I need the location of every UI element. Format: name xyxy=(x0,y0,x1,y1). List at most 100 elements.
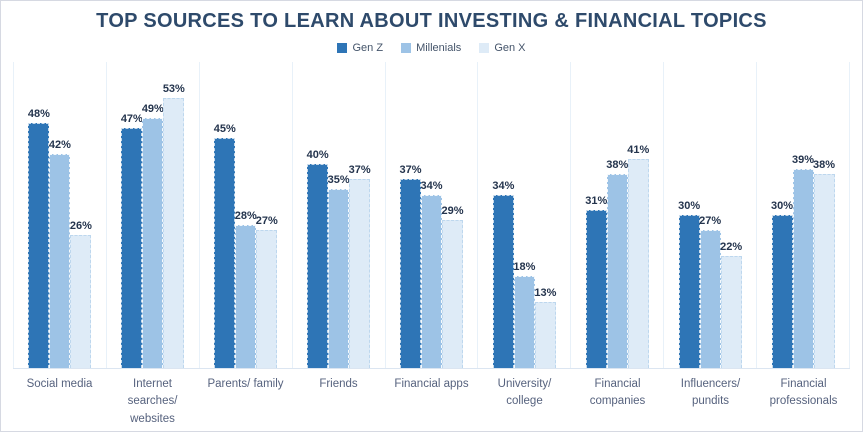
bar-segment xyxy=(163,98,185,368)
bar-value-label: 39% xyxy=(792,154,815,166)
category-group: 47% 49% 53% xyxy=(105,62,199,368)
bar-wrap: 18% xyxy=(513,62,536,368)
category-group: 31% 38% 41% xyxy=(570,62,663,368)
bar-value-label: 30% xyxy=(678,200,701,212)
legend-label: Gen Z xyxy=(352,42,384,54)
category-label: Influencers/ pundits xyxy=(680,378,741,408)
bar-wrap: 42% xyxy=(48,62,71,368)
category-label: University/ college xyxy=(497,378,552,408)
legend-item: Gen X xyxy=(479,42,526,54)
category-group: 37% 34% 29% xyxy=(384,62,478,368)
bar-value-label: 42% xyxy=(48,139,71,151)
bar-wrap: 13% xyxy=(534,62,557,368)
bar-segment xyxy=(699,230,721,368)
bar-segment xyxy=(256,230,278,368)
bar-wrap: 39% xyxy=(792,62,815,368)
category-group: 30% 27% 22% xyxy=(663,62,756,368)
bar-value-label: 13% xyxy=(534,287,557,299)
bar-segment xyxy=(492,195,514,368)
bar-value-label: 31% xyxy=(585,195,608,207)
category-label: Parents/ family xyxy=(207,378,284,390)
category-label: Financial companies xyxy=(589,378,646,408)
legend-swatch-icon xyxy=(337,43,348,53)
bar-segment xyxy=(214,138,236,368)
legend-swatch-icon xyxy=(479,43,490,53)
bar-value-label: 35% xyxy=(327,174,350,186)
bar-segment xyxy=(792,169,814,368)
bar-value-label: 37% xyxy=(399,164,422,176)
bar-wrap: 49% xyxy=(141,62,164,368)
bar-value-label: 48% xyxy=(27,108,50,120)
bar-segment xyxy=(400,179,421,368)
bar-wrap: 40% xyxy=(306,62,329,368)
bar-wrap: 35% xyxy=(327,62,350,368)
bar-value-label: 53% xyxy=(162,83,185,95)
bar-value-label: 38% xyxy=(813,159,836,171)
bar-wrap: 30% xyxy=(771,62,794,368)
bar-wrap: 29% xyxy=(441,62,464,368)
bar-segment xyxy=(678,215,700,368)
chart-legend: Gen Z Millenials Gen X xyxy=(1,40,862,56)
bar-segment xyxy=(813,174,835,368)
bar-wrap: 45% xyxy=(213,62,236,368)
bar-segment xyxy=(142,118,164,368)
category-group: 48% 42% 26% xyxy=(13,62,106,368)
bar-segment xyxy=(421,195,442,368)
bar-value-label: 38% xyxy=(606,159,629,171)
bar-wrap: 28% xyxy=(234,62,257,368)
bar-wrap: 34% xyxy=(492,62,515,368)
category-group: 40% 35% 37% xyxy=(291,62,385,368)
plot-area: 48% 42% 26% 47% 49% 53% 45% 28% 27% 40% 35% 37% 37% 3… xyxy=(13,62,851,369)
legend-swatch-icon xyxy=(401,43,412,53)
bar-value-label: 22% xyxy=(720,241,743,253)
legend-label: Gen X xyxy=(494,42,526,54)
bar-wrap: 37% xyxy=(399,62,422,368)
bar-value-label: 27% xyxy=(255,215,278,227)
bar-value-label: 30% xyxy=(771,200,794,212)
category-label: Internet searches/ websites xyxy=(127,378,178,425)
category-label: Financial professionals xyxy=(769,378,838,408)
bar-value-label: 49% xyxy=(141,103,164,115)
bar-segment xyxy=(606,174,628,368)
bar-value-label: 34% xyxy=(492,180,515,192)
bar-wrap: 37% xyxy=(349,62,371,368)
bar-value-label: 45% xyxy=(213,123,236,135)
bar-value-label: 41% xyxy=(627,144,650,156)
bar-segment xyxy=(235,225,257,368)
bar-wrap: 38% xyxy=(813,62,836,368)
bar-segment xyxy=(585,210,607,368)
legend-item: Gen Z xyxy=(337,42,383,54)
bar-wrap: 22% xyxy=(720,62,743,368)
bar-segment xyxy=(534,302,556,368)
category-group: 34% 18% 13% xyxy=(477,62,570,368)
bar-segment xyxy=(28,123,50,368)
bar-wrap: 48% xyxy=(27,62,50,368)
bar-wrap: 27% xyxy=(699,62,722,368)
bar-segment xyxy=(121,128,143,368)
category-group: 30% 39% 38% xyxy=(756,62,851,368)
legend-item: Millenials xyxy=(401,42,461,54)
bar-wrap: 31% xyxy=(585,62,608,368)
bar-wrap: 47% xyxy=(121,62,143,368)
bar-wrap: 53% xyxy=(162,62,185,368)
legend-label: Millenials xyxy=(416,42,462,54)
category-axis: Social media Internet searches/ websites P… xyxy=(13,376,850,428)
bar-segment xyxy=(513,276,535,368)
bar-segment xyxy=(70,235,92,368)
category-label: Financial apps xyxy=(394,378,469,390)
bar-value-label: 34% xyxy=(420,180,443,192)
bar-value-label: 40% xyxy=(306,149,329,161)
bar-value-label: 27% xyxy=(699,215,722,227)
category-label: Social media xyxy=(26,378,93,390)
category-group: 45% 28% 27% xyxy=(198,62,292,368)
bar-segment xyxy=(442,220,463,368)
bar-value-label: 26% xyxy=(69,220,92,232)
category-label: Friends xyxy=(319,378,358,390)
bar-value-label: 18% xyxy=(513,261,536,273)
bar-wrap: 26% xyxy=(69,62,92,368)
bar-segment xyxy=(720,256,742,368)
bar-wrap: 34% xyxy=(420,62,443,368)
bar-value-label: 28% xyxy=(234,210,257,222)
bar-segment xyxy=(627,159,649,368)
